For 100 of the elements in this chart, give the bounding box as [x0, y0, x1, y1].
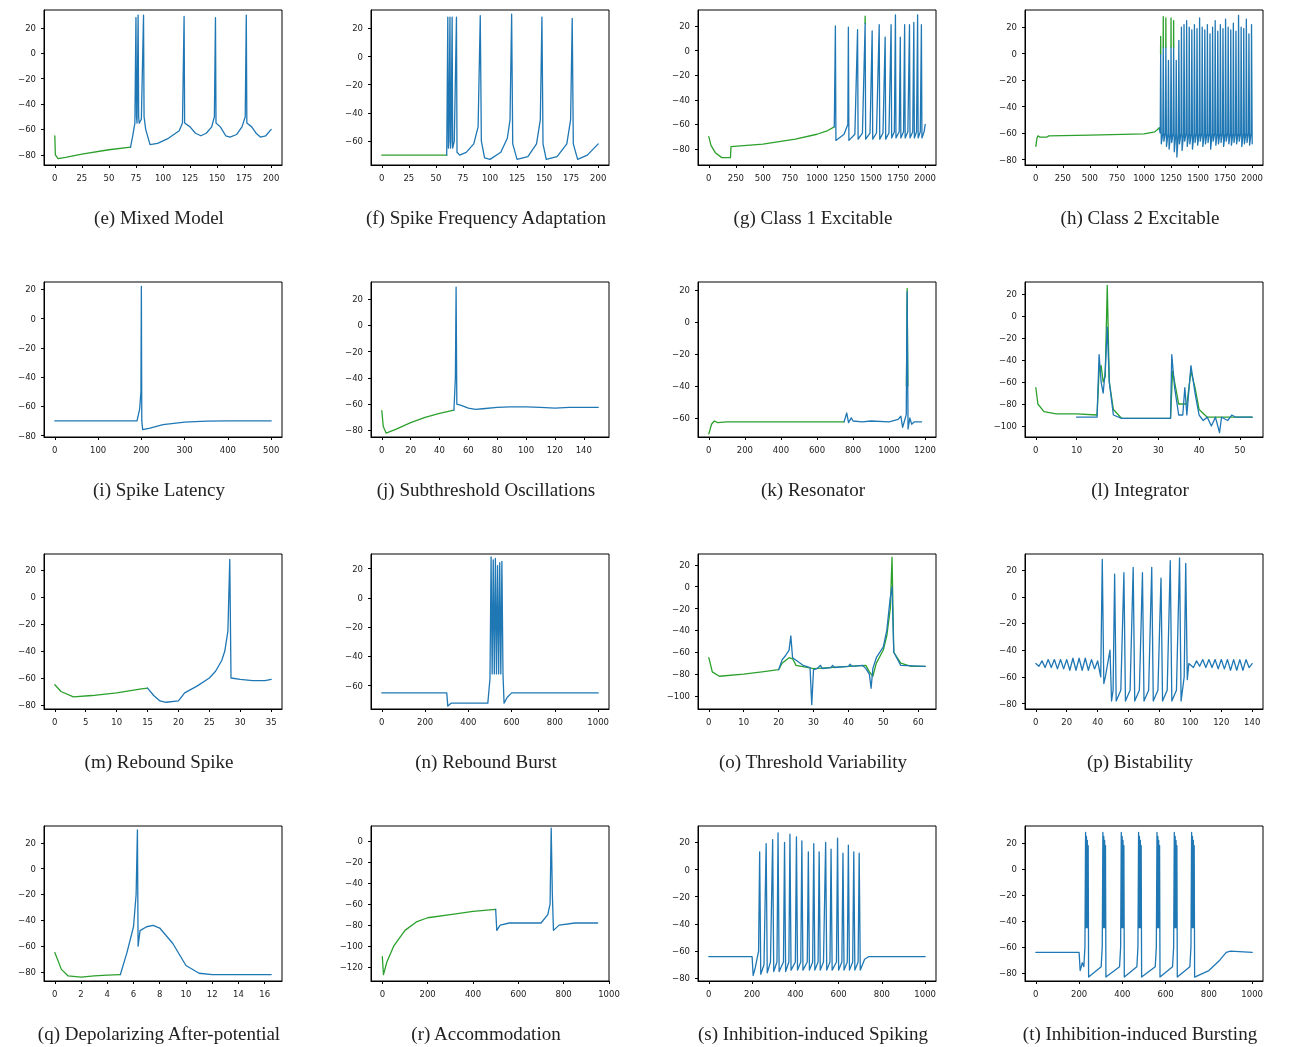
x-tick-label: 500 [1081, 172, 1099, 183]
y-tick-label: −20 [999, 75, 1017, 86]
x-tick-label: 1000 [878, 444, 900, 455]
y-tick-label: 0 [357, 51, 363, 62]
x-tick-label: 125 [508, 172, 526, 183]
x-tick-label: 20 [773, 716, 785, 727]
y-tick-label: −20 [672, 70, 690, 81]
line-series [119, 829, 272, 976]
y-tick-label: −40 [999, 645, 1017, 656]
y-tick-label: −40 [18, 372, 36, 383]
x-tick-label: 80 [491, 444, 503, 455]
x-tick-label: 1000 [806, 172, 828, 183]
y-tick-label: 0 [30, 48, 36, 59]
line-series [495, 827, 599, 932]
x-tick-label: 25 [203, 716, 215, 727]
y-tick-label: −40 [672, 918, 690, 929]
x-tick-label: 30 [1152, 444, 1164, 455]
x-tick-label: 600 [510, 988, 527, 999]
y-tick-label: −60 [999, 377, 1017, 388]
x-tick-label: 600 [830, 988, 847, 999]
line-series [1075, 326, 1253, 434]
x-tick-label: 2000 [914, 172, 936, 183]
x-tick-label: 400 [460, 716, 477, 727]
text: (t) Inhibition-induced Bursting [1022, 1023, 1258, 1045]
y-tick-label: −80 [672, 973, 690, 984]
y-tick-label: −20 [18, 73, 36, 84]
x-tick-label: 800 [873, 988, 891, 999]
x-tick-label: 150 [535, 172, 553, 183]
x-tick-label: 140 [575, 444, 592, 455]
text: (s) Inhibition-induced Spiking [697, 1023, 929, 1045]
text: (o) Threshold Variability [718, 751, 908, 773]
text: (n) Rebound Burst [415, 751, 558, 773]
x-tick-label: 0 [706, 172, 712, 183]
y-tick-label: −20 [345, 622, 363, 633]
text: (f) Spike Frequency Adaptation [365, 207, 607, 229]
x-tick-label: 35 [265, 716, 277, 727]
x-tick-label: 75 [457, 172, 469, 183]
y-tick-label: −20 [999, 890, 1017, 901]
x-tick-label: 200 [263, 172, 280, 183]
y-tick-label: 20 [679, 559, 690, 570]
line-series [843, 290, 923, 430]
x-tick-label: 400 [1114, 988, 1131, 999]
y-tick-label: −80 [999, 968, 1017, 979]
y-tick-label: −60 [345, 899, 363, 910]
x-tick-label: 0 [1033, 444, 1039, 455]
x-tick-label: 500 [263, 444, 280, 455]
y-tick-label: −40 [18, 915, 36, 926]
x-tick-label: 0 [379, 716, 385, 727]
y-tick-label: −80 [672, 669, 690, 680]
x-tick-label: 1000 [1133, 172, 1155, 183]
y-tick-label: −60 [999, 671, 1017, 682]
x-tick-label: 120 [1213, 716, 1230, 727]
line-series [1035, 557, 1253, 702]
y-tick-label: −20 [345, 79, 363, 90]
text: (q) Depolarizing After-potential [37, 1023, 281, 1045]
x-tick-label: 150 [208, 172, 226, 183]
y-tick-label: 20 [352, 23, 363, 34]
line-series [129, 14, 272, 148]
x-tick-label: 200 [419, 988, 436, 999]
x-tick-label: 200 [133, 444, 150, 455]
y-tick-label: −80 [999, 154, 1017, 165]
y-tick-label: 0 [684, 316, 690, 327]
x-tick-label: 500 [754, 172, 772, 183]
x-tick-label: 8 [157, 988, 163, 999]
line-series [1158, 14, 1253, 158]
x-tick-label: 25 [76, 172, 88, 183]
x-tick-label: 60 [462, 444, 474, 455]
x-tick-label: 10 [111, 716, 123, 727]
x-tick-label: 10 [738, 716, 750, 727]
x-tick-label: 0 [706, 716, 712, 727]
y-tick-label: 0 [30, 863, 36, 874]
x-tick-label: 800 [555, 988, 572, 999]
y-tick-label: −40 [672, 625, 690, 636]
x-tick-label: 175 [236, 172, 253, 183]
y-tick-label: −60 [18, 941, 36, 952]
x-tick-label: 1500 [1187, 172, 1209, 183]
y-tick-label: −40 [999, 355, 1017, 366]
line-series [381, 908, 497, 976]
y-tick-label: −80 [18, 699, 36, 710]
y-tick-label: −60 [672, 946, 690, 957]
line-series [381, 556, 599, 707]
x-tick-label: 600 [503, 716, 520, 727]
x-tick-label: 20 [1061, 716, 1073, 727]
line-series [708, 832, 926, 977]
x-tick-label: 600 [1157, 988, 1174, 999]
x-tick-label: 1000 [914, 988, 936, 999]
text: (l) Integrator [1091, 479, 1190, 501]
x-tick-label: 6 [130, 988, 137, 999]
text: (m) Rebound Spike [84, 751, 234, 773]
y-tick-label: 20 [1006, 837, 1017, 848]
x-tick-label: 300 [176, 444, 193, 455]
y-tick-label: −100 [993, 421, 1017, 432]
x-tick-label: 50 [1234, 444, 1246, 455]
x-tick-label: 1000 [587, 716, 609, 727]
x-tick-label: 2 [78, 988, 84, 999]
x-tick-label: 60 [1123, 716, 1134, 727]
x-tick-label: 0 [1033, 716, 1039, 727]
text: (r) Accommodation [411, 1023, 562, 1045]
line-series [146, 558, 272, 703]
y-tick-label: −120 [339, 962, 363, 973]
